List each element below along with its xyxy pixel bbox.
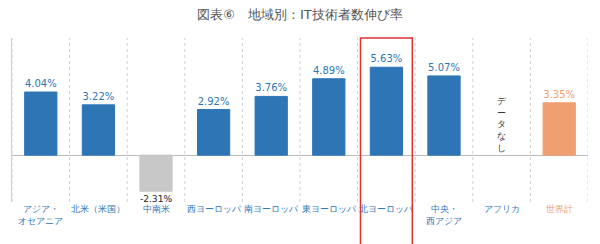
svg-text:図表⑥ 地域別：IT技術者数伸び率: 図表⑥ 地域別：IT技術者数伸び率 — [197, 7, 402, 22]
svg-text:中央・西アジア: 中央・西アジア — [426, 204, 462, 226]
svg-text:中南米: 中南米 — [143, 204, 170, 214]
svg-text:南ヨーロッパ: 南ヨーロッパ — [244, 204, 299, 214]
svg-text:3.35%: 3.35% — [543, 89, 575, 100]
svg-text:-2.31%: -2.31% — [140, 194, 173, 204]
svg-text:東ヨーロッパ: 東ヨーロッパ — [302, 204, 357, 214]
svg-text:5.63%: 5.63% — [371, 53, 403, 64]
svg-text:データなし: データなし — [497, 96, 507, 153]
svg-text:西ヨーロッパ: 西ヨーロッパ — [187, 204, 242, 214]
svg-text:4.89%: 4.89% — [313, 65, 345, 76]
svg-text:アフリカ: アフリカ — [484, 204, 520, 214]
svg-text:3.76%: 3.76% — [255, 82, 287, 93]
svg-text:3.22%: 3.22% — [83, 91, 115, 102]
svg-text:アジア・オセアニア: アジア・オセアニア — [18, 204, 63, 226]
svg-text:北米（米国）: 北米（米国） — [71, 204, 125, 214]
svg-text:2.92%: 2.92% — [198, 96, 230, 107]
svg-text:5.07%: 5.07% — [428, 62, 460, 73]
svg-text:世界計: 世界計 — [546, 204, 573, 214]
svg-text:北ヨーロッパ: 北ヨーロッパ — [359, 204, 414, 214]
svg-text:4.04%: 4.04% — [25, 78, 57, 89]
